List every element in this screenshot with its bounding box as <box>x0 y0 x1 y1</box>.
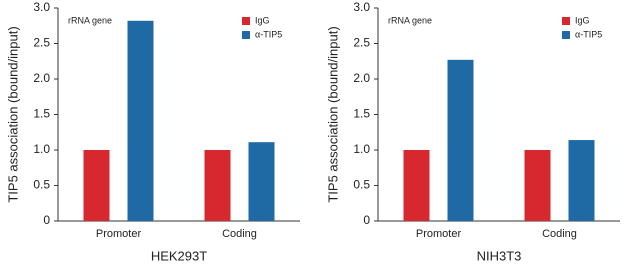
y-tick-label: 1.5 <box>353 107 370 121</box>
legend-label: α-TIP5 <box>575 29 602 39</box>
legend-swatch <box>562 31 570 39</box>
legend-swatch <box>562 17 570 25</box>
legend-label: IgG <box>255 15 270 25</box>
bar <box>524 150 551 221</box>
y-tick-label: 1.0 <box>353 142 370 156</box>
x-tick-label: Promoter <box>416 228 462 240</box>
y-axis-label: TIP5 association (bound/input) <box>5 26 20 202</box>
bar <box>403 150 430 221</box>
legend-swatch <box>242 31 250 39</box>
legend-label: IgG <box>575 15 590 25</box>
annotation: rRNA gene <box>68 15 112 25</box>
x-tick-label: Coding <box>542 228 577 240</box>
x-axis-label: NIH3T3 <box>477 248 522 263</box>
x-tick-label: Coding <box>222 228 257 240</box>
bar <box>248 142 275 221</box>
bar <box>127 20 154 222</box>
bar <box>568 140 595 221</box>
y-tick-label: 0.5 <box>33 178 50 192</box>
bar <box>83 150 110 221</box>
bar <box>447 59 474 221</box>
y-tick-label: 0 <box>363 213 370 227</box>
y-tick-label: 2.0 <box>33 71 50 85</box>
y-tick-label: 3.0 <box>353 0 370 14</box>
y-axis-label: TIP5 association (bound/input) <box>325 26 340 202</box>
legend-label: α-TIP5 <box>255 29 282 39</box>
legend-swatch <box>242 17 250 25</box>
annotation: rRNA gene <box>388 15 432 25</box>
y-tick-label: 0.5 <box>353 178 370 192</box>
y-tick-label: 3.0 <box>33 0 50 14</box>
y-tick-label: 0 <box>43 213 50 227</box>
y-tick-label: 2.0 <box>353 71 370 85</box>
x-axis-label: HEK293T <box>151 248 207 263</box>
y-tick-label: 2.5 <box>33 36 50 50</box>
y-tick-label: 1.0 <box>33 142 50 156</box>
y-tick-label: 2.5 <box>353 36 370 50</box>
y-tick-label: 1.5 <box>33 107 50 121</box>
x-tick-label: Promoter <box>96 228 142 240</box>
bar <box>204 150 231 221</box>
